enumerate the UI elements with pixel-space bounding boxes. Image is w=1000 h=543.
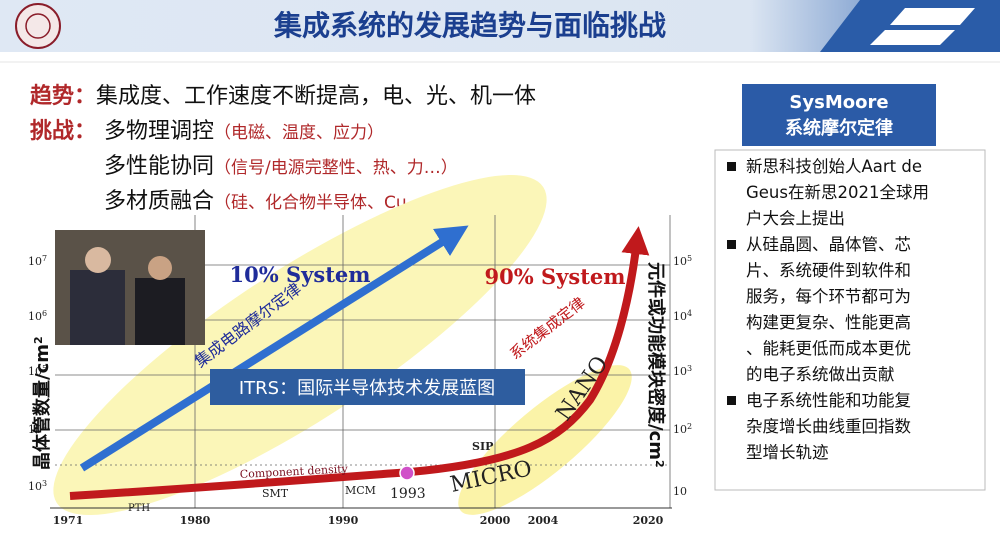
challenge-note: （信号/电源完整性、热、力…） bbox=[214, 158, 458, 178]
sidebar-line: 电子系统性能和功能复 bbox=[746, 391, 911, 410]
logo-inner bbox=[25, 13, 51, 39]
tick-base: 10 bbox=[673, 255, 687, 268]
figure-label: SIP bbox=[472, 440, 493, 453]
x-tick-label: 2004 bbox=[528, 514, 559, 527]
sidebar-line: Geus在新思2021全球用 bbox=[746, 183, 929, 202]
figure-label: 系统集成定律 bbox=[506, 294, 588, 364]
sidebar-subtitle: 系统摩尔定律 bbox=[785, 117, 893, 139]
tick-exp: 5 bbox=[42, 364, 47, 373]
sidebar-line: 户大会上提出 bbox=[746, 209, 845, 228]
right-tick-label: 10 bbox=[673, 485, 687, 498]
x-tick-label: 1971 bbox=[53, 514, 84, 527]
trend-text: 集成度、工作速度不断提高，电、光、机一体 bbox=[96, 84, 536, 109]
x-tick-label: 1990 bbox=[328, 514, 359, 527]
photo-head bbox=[148, 256, 172, 280]
challenge-label: 挑战： bbox=[30, 119, 96, 144]
challenge-note: （电磁、温度、应力） bbox=[214, 123, 384, 143]
axis-title-exp: 2 bbox=[32, 336, 45, 344]
tick-exp: 2 bbox=[687, 422, 692, 431]
sidebar-line: 从硅晶圆、晶体管、芯 bbox=[746, 235, 911, 254]
tick-base: 10 bbox=[28, 255, 42, 268]
bullet bbox=[727, 240, 736, 249]
tick-base: 10 bbox=[673, 310, 687, 323]
tick-base: 10 bbox=[28, 423, 42, 436]
left-tick-label: 104 bbox=[28, 422, 47, 437]
figure-label: ITRS：国际半导体技术发展蓝图 bbox=[239, 378, 495, 399]
photo-person bbox=[70, 270, 125, 345]
tick-base: 10 bbox=[28, 480, 42, 493]
left-axis-title: 晶体管数量/cm2 bbox=[31, 336, 53, 470]
right-tick-label: 102 bbox=[673, 422, 692, 437]
x-tick-label: 2020 bbox=[633, 514, 664, 527]
tick-base: 10 bbox=[673, 485, 687, 498]
x-tick-label: 2000 bbox=[480, 514, 511, 527]
tick-exp: 5 bbox=[687, 254, 692, 263]
tick-exp: 6 bbox=[42, 309, 47, 318]
tick-base: 10 bbox=[673, 365, 687, 378]
figure-label: 90% System bbox=[485, 264, 626, 289]
sidebar-line: 杂度增长曲线重回指数 bbox=[746, 417, 912, 436]
tick-exp: 3 bbox=[42, 479, 47, 488]
tick-exp: 4 bbox=[42, 422, 47, 431]
challenge-item: 多物理调控（电磁、温度、应力） bbox=[104, 119, 384, 144]
figure-label: MCM bbox=[345, 484, 376, 497]
trend-label: 趋势： bbox=[30, 83, 96, 109]
challenge-main: 多性能协同 bbox=[104, 154, 214, 179]
challenge-main: 多材质融合 bbox=[104, 189, 214, 214]
sidebar-box bbox=[714, 149, 986, 491]
sidebar-line: 型增长轨迹 bbox=[746, 443, 829, 462]
marker-1993 bbox=[399, 465, 415, 481]
sidebar-list: 新思科技创始人Aart de Geus在新思2021全球用户大会上提出从硅晶圆、晶… bbox=[727, 157, 929, 462]
photo-person bbox=[135, 278, 185, 345]
figure-label: 10% System bbox=[230, 262, 371, 287]
sidebar-line: 片、系统硬件到软件和 bbox=[746, 261, 911, 280]
x-tick-label: 1980 bbox=[180, 514, 211, 527]
right-tick-label: 104 bbox=[673, 309, 692, 324]
moore-arrow bbox=[79, 225, 469, 472]
figure-label: Component density bbox=[239, 462, 348, 481]
left-tick-label: 103 bbox=[28, 479, 47, 494]
itrs-box bbox=[210, 369, 525, 405]
axis-title-text: 元件或功能模块密度/cm bbox=[645, 262, 667, 460]
right-tick-label: 105 bbox=[673, 254, 692, 269]
system-curve bbox=[69, 226, 650, 500]
figure-label: 1993 bbox=[390, 486, 426, 502]
challenge-item: 多性能协同（信号/电源完整性、热、力…） bbox=[104, 154, 458, 179]
photo-head bbox=[85, 247, 111, 273]
sidebar-line: 新思科技创始人Aart de bbox=[746, 157, 922, 176]
logo-shapes bbox=[870, 8, 975, 45]
tick-base: 10 bbox=[28, 310, 42, 323]
axis-title-exp: 2 bbox=[654, 460, 667, 468]
sidebar-line: 的电子系统做出贡献 bbox=[746, 365, 895, 384]
trend: 趋势：集成度、工作速度不断提高，电、光、机一体 bbox=[30, 83, 536, 109]
bullet bbox=[727, 162, 736, 171]
axis-title-text: 晶体管数量/cm bbox=[31, 344, 53, 470]
right-axis-title: 元件或功能模块密度/cm2 bbox=[645, 262, 667, 468]
bullet bbox=[727, 396, 736, 405]
left-tick-label: 106 bbox=[28, 309, 47, 324]
left-tick-label: 105 bbox=[28, 364, 47, 379]
challenge-main: 多物理调控 bbox=[104, 119, 214, 144]
university-logo bbox=[15, 3, 61, 49]
left-tick-label: 107 bbox=[28, 254, 47, 269]
sidebar-title: SysMoore bbox=[789, 92, 888, 113]
sidebar-line: 、能耗更低而成本更优 bbox=[746, 339, 911, 358]
tick-base: 10 bbox=[28, 365, 42, 378]
figure-label: PTH bbox=[128, 503, 150, 514]
tick-base: 10 bbox=[673, 423, 687, 436]
tick-exp: 7 bbox=[42, 254, 47, 263]
sidebar-line: 服务，每个环节都可为 bbox=[746, 287, 911, 306]
figure-label: SMT bbox=[262, 487, 289, 500]
right-tick-label: 103 bbox=[673, 364, 692, 379]
sidebar-line: 构建更复杂、性能更高 bbox=[746, 313, 911, 332]
tick-exp: 4 bbox=[687, 309, 692, 318]
sidebar-title-box bbox=[742, 84, 936, 146]
title: 集成系统的发展趋势与面临挑战 bbox=[273, 9, 666, 42]
tick-exp: 3 bbox=[687, 364, 692, 373]
